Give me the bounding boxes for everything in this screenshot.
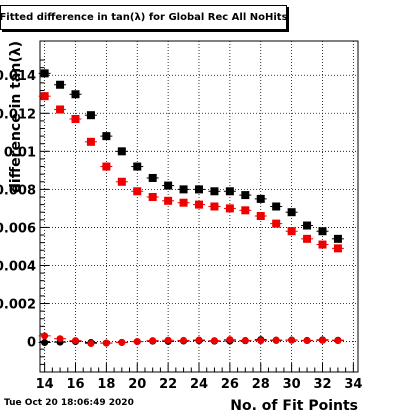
data-point-circle [56, 335, 64, 343]
data-point-circle [149, 337, 157, 345]
y-tick-label: 0.01 [4, 145, 36, 160]
data-point-square [71, 114, 80, 123]
data-point-square [225, 204, 234, 213]
x-tick-label: 30 [283, 377, 301, 392]
y-tick-label: 0.006 [0, 221, 36, 236]
data-point-circle [41, 339, 49, 347]
data-point-square [164, 181, 173, 190]
data-point-square [318, 240, 327, 249]
data-point-circle [318, 336, 326, 344]
data-point-square [303, 234, 312, 243]
data-point-circle [118, 339, 126, 347]
x-tick-label: 14 [36, 377, 54, 392]
data-point-square [210, 187, 219, 196]
y-tick-label: 0.014 [0, 69, 36, 84]
data-point-square [56, 105, 65, 114]
data-point-square [133, 162, 142, 171]
data-point-square [40, 69, 49, 78]
chart-title: Fitted difference in tan(λ) for Global R… [0, 5, 288, 30]
data-point-square [333, 234, 342, 243]
data-point-square [303, 221, 312, 230]
x-tick-label: 24 [190, 377, 208, 392]
data-point-square [56, 80, 65, 89]
data-point-square [133, 187, 142, 196]
data-point-square [86, 111, 95, 120]
y-axis-label: difference in tan(λ) [8, 41, 24, 193]
data-point-circle [303, 337, 311, 345]
data-point-square [287, 208, 296, 217]
data-point-square [195, 200, 203, 209]
data-point-square [256, 212, 265, 221]
data-point-circle [257, 337, 265, 345]
data-point-circle [241, 336, 249, 344]
data-point-square [195, 185, 203, 194]
data-point-square [287, 227, 296, 236]
data-point-square [164, 196, 173, 205]
x-tick-label: 22 [159, 377, 177, 392]
y-tick-label: 0 [27, 336, 36, 351]
data-point-square [241, 191, 250, 200]
data-point-circle [288, 336, 296, 344]
x-tick-label: 32 [313, 377, 331, 392]
x-tick-label: 28 [252, 377, 270, 392]
data-point-circle [41, 332, 49, 340]
data-point-square [256, 194, 265, 203]
x-tick-label: 20 [128, 377, 146, 392]
data-point-square [179, 185, 188, 194]
x-tick-label: 26 [221, 377, 239, 392]
x-axis-label: No. of Fit Points [230, 398, 358, 414]
x-tick-label: 18 [97, 377, 115, 392]
data-point-circle [334, 337, 342, 345]
data-point-square [117, 177, 126, 186]
data-point-square [148, 173, 157, 182]
data-point-circle [72, 337, 80, 345]
data-point-square [318, 227, 327, 236]
y-tick-label: 0.004 [0, 259, 36, 274]
x-tick-label: 34 [344, 377, 362, 392]
data-point-square [86, 137, 95, 146]
data-point-circle [226, 336, 234, 344]
data-point-square [71, 90, 80, 99]
tick-layer [40, 59, 354, 372]
data-point-square [272, 219, 281, 228]
data-point-square [210, 202, 219, 211]
timestamp: Tue Oct 20 18:06:49 2020 [4, 398, 134, 408]
data-point-square [225, 187, 234, 196]
data-point-circle [87, 339, 95, 347]
y-tick-label: 0.012 [0, 107, 36, 122]
x-tick-label: 16 [66, 377, 84, 392]
data-point-circle [210, 337, 218, 345]
data-point-square [333, 244, 342, 253]
data-point-square [40, 92, 49, 101]
axis-label-layer: 14 16 18 20 22 24 26 28 30 32 34 0 0.002 0.004 0.006 0.… [0, 69, 362, 392]
data-point-square [179, 198, 188, 207]
data-point-square [148, 192, 157, 201]
data-point-square [272, 202, 281, 211]
data-point-square [102, 162, 111, 171]
data-point-circle [164, 336, 172, 344]
data-point-square [117, 147, 126, 156]
y-tick-label: 0.002 [0, 298, 36, 313]
data-point-circle [133, 338, 141, 346]
y-tick-label: 0.008 [0, 183, 36, 198]
data-point-circle [180, 336, 188, 344]
data-point-square [102, 132, 111, 141]
series-layer [38, 69, 344, 347]
data-point-circle [195, 336, 203, 344]
data-point-square [241, 206, 250, 215]
data-point-circle [102, 339, 110, 347]
data-point-circle [272, 336, 280, 344]
